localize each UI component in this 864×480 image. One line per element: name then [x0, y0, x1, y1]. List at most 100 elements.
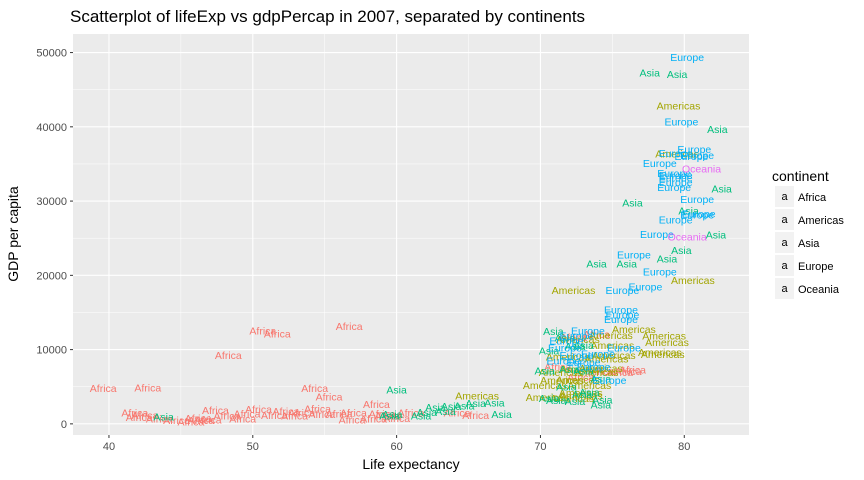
- data-point-asia: Asia: [555, 333, 576, 345]
- legend-key-box: [775, 186, 794, 207]
- data-point-asia: Asia: [678, 206, 699, 218]
- data-point-africa: Africa: [90, 383, 117, 395]
- y-tick-label: 40000: [36, 122, 67, 134]
- data-point-africa: Africa: [301, 383, 328, 395]
- data-point-europe: Europe: [548, 342, 582, 354]
- data-point-asia: Asia: [565, 396, 586, 408]
- y-tick-label: 30000: [36, 196, 67, 208]
- data-point-africa: Africa: [146, 414, 173, 426]
- data-point-americas: Americas: [559, 391, 603, 403]
- x-tick-label: 40: [103, 441, 115, 453]
- data-point-americas: Americas: [589, 330, 633, 342]
- data-point-europe: Europe: [659, 170, 693, 182]
- data-point-asia: Asia: [640, 68, 661, 80]
- data-point-europe: Europe: [640, 229, 674, 241]
- legend-label-oceania: Oceania: [798, 284, 840, 296]
- data-point-africa: Africa: [272, 406, 299, 418]
- data-point-europe: Europe: [659, 177, 693, 189]
- data-point-americas: Americas: [556, 334, 600, 346]
- data-point-europe: Europe: [675, 151, 709, 163]
- data-point-americas: Americas: [642, 330, 686, 342]
- data-point-asia: Asia: [411, 411, 432, 423]
- legend-label-africa: Africa: [798, 192, 827, 204]
- data-point-africa: Africa: [360, 414, 387, 426]
- data-point-europe: Europe: [659, 172, 693, 184]
- data-point-africa: Africa: [215, 350, 242, 362]
- data-point-africa: Africa: [369, 408, 396, 420]
- data-point-asia: Asia: [579, 387, 600, 399]
- data-point-africa: Africa: [213, 411, 240, 423]
- legend-key-box: [775, 232, 794, 253]
- legend-key-oceania: a: [781, 283, 788, 295]
- data-point-africa: Africa: [304, 403, 331, 415]
- data-point-africa: Africa: [308, 409, 335, 421]
- data-point-europe: Europe: [604, 314, 638, 326]
- data-point-africa: Africa: [195, 414, 222, 426]
- data-point-europe: Europe: [643, 158, 677, 170]
- data-point-europe: Europe: [549, 336, 583, 348]
- data-point-africa: Africa: [444, 408, 471, 420]
- data-point-americas: Americas: [567, 380, 611, 392]
- data-point-asia: Asia: [591, 374, 612, 386]
- legend-label-asia: Asia: [798, 238, 820, 250]
- data-point-americas: Americas: [539, 367, 583, 379]
- data-point-asia: Asia: [657, 253, 678, 265]
- data-point-africa: Africa: [245, 404, 272, 416]
- data-point-asia: Asia: [573, 365, 594, 377]
- data-point-africa: Africa: [163, 415, 190, 427]
- data-point-africa: Africa: [398, 408, 425, 420]
- data-point-africa: Africa: [340, 408, 367, 420]
- data-point-asia: Asia: [382, 409, 403, 421]
- data-point-oceania: Oceania: [668, 232, 707, 244]
- data-point-africa: Africa: [288, 408, 315, 420]
- x-tick-label: 80: [678, 441, 690, 453]
- y-tick-label: 20000: [36, 270, 67, 282]
- data-point-africa: Africa: [249, 325, 276, 337]
- data-point-africa: Africa: [619, 365, 646, 377]
- data-point-africa: Africa: [188, 415, 215, 427]
- data-point-asia: Asia: [539, 345, 560, 357]
- data-point-europe: Europe: [567, 357, 601, 369]
- data-point-africa: Africa: [131, 410, 158, 422]
- plot-background: [73, 34, 749, 435]
- data-point-africa: Africa: [234, 408, 261, 420]
- x-tick-label: 70: [534, 441, 546, 453]
- data-point-africa: Africa: [583, 329, 610, 341]
- data-point-americas: Americas: [645, 337, 689, 349]
- data-point-africa: Africa: [587, 366, 614, 378]
- data-point-americas: Americas: [546, 351, 590, 363]
- data-point-europe: Europe: [682, 209, 716, 221]
- data-point-africa: Africa: [134, 382, 161, 394]
- data-point-africa: Africa: [375, 411, 402, 423]
- data-point-asia: Asia: [591, 400, 612, 412]
- data-point-americas: Americas: [641, 349, 685, 361]
- data-point-europe: Europe: [643, 267, 677, 279]
- legend-key-box: [775, 209, 794, 230]
- data-point-asia: Asia: [617, 258, 638, 270]
- data-point-africa: Africa: [615, 366, 642, 378]
- data-point-europe: Europe: [607, 342, 641, 354]
- data-point-europe: Europe: [657, 168, 691, 180]
- data-point-asia: Asia: [484, 397, 505, 409]
- y-axis-title: GDP per capita: [5, 186, 21, 282]
- data-point-africa: Africa: [336, 321, 363, 333]
- chart-title: Scatterplot of lifeExp vs gdpPercap in 2…: [70, 7, 585, 26]
- data-point-asia: Asia: [586, 258, 607, 270]
- data-point-americas: Americas: [455, 391, 499, 403]
- data-point-africa: Africa: [326, 408, 353, 420]
- data-point-africa: Africa: [121, 408, 148, 420]
- data-point-europe: Europe: [670, 52, 704, 64]
- data-point-americas: Americas: [560, 364, 604, 376]
- data-point-africa: Africa: [185, 413, 212, 425]
- data-point-americas: Americas: [575, 367, 619, 379]
- x-axis-title: Life expectancy: [362, 456, 459, 472]
- data-point-asia: Asia: [556, 382, 577, 394]
- data-point-americas: Americas: [540, 375, 584, 387]
- data-point-europe: Europe: [577, 362, 611, 374]
- data-point-europe: Europe: [680, 194, 714, 206]
- legend-title: continent: [772, 168, 829, 184]
- legend-key-americas: a: [781, 214, 788, 226]
- legend-label-americas: Americas: [798, 215, 844, 227]
- data-point-americas: Americas: [655, 149, 699, 161]
